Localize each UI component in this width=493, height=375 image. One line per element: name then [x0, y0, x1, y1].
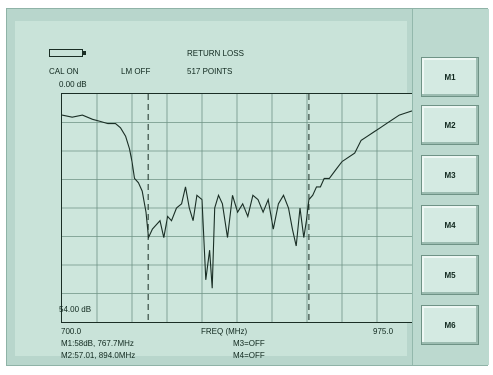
x-end-label: 975.0	[373, 327, 394, 336]
limit-status: LM OFF	[121, 67, 151, 76]
softkey-m4[interactable]: M4	[421, 205, 479, 245]
softkey-m2[interactable]: M2	[421, 105, 479, 145]
marker-m4-readout: M4=OFF	[233, 351, 265, 360]
analyzer-device: RETURN LOSS CAL ON LM OFF 517 POINTS 0.0…	[6, 8, 489, 366]
softkey-m6[interactable]: M6	[421, 305, 479, 345]
plot-svg	[62, 94, 412, 322]
y-top-label: 0.00 dB	[59, 80, 87, 89]
marker-m1-readout: M1:58dB, 767.7MHz	[61, 339, 134, 348]
return-loss-trace	[62, 110, 412, 289]
marker-m3-readout: M3=OFF	[233, 339, 265, 348]
softkey-m5[interactable]: M5	[421, 255, 479, 295]
softkey-m1[interactable]: M1	[421, 57, 479, 97]
marker-m2-readout: M2:57.01, 894.0MHz	[61, 351, 136, 360]
points-count: 517 POINTS	[187, 67, 233, 76]
x-axis-label: FREQ (MHz)	[201, 327, 248, 336]
return-loss-plot	[61, 93, 413, 323]
softkey-panel: M1 M2 M3 M4 M5 M6	[412, 9, 489, 365]
battery-icon	[49, 49, 86, 57]
x-start-label: 700.0	[61, 327, 82, 336]
cal-status: CAL ON	[49, 67, 79, 76]
screen-title: RETURN LOSS	[187, 49, 244, 58]
softkey-m3[interactable]: M3	[421, 155, 479, 195]
display-screen: RETURN LOSS CAL ON LM OFF 517 POINTS 0.0…	[15, 21, 413, 360]
y-bottom-label: 54.00 dB	[59, 305, 92, 314]
